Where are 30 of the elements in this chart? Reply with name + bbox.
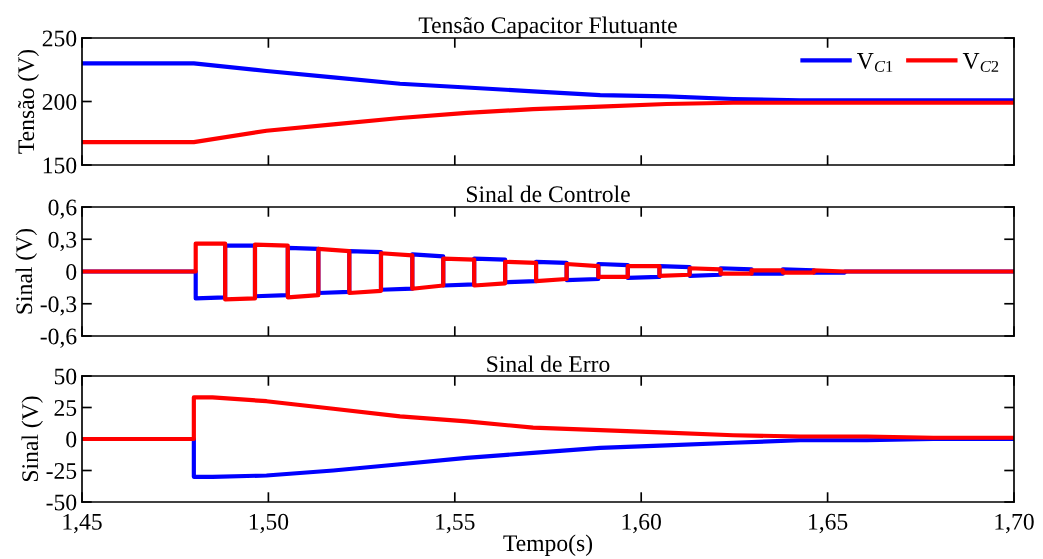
x-axis-title: Tempo(s) xyxy=(503,534,593,556)
y-tick-label: 150 xyxy=(43,157,77,174)
x-tick-label: 1,55 xyxy=(436,513,475,534)
y-tick-label: 200 xyxy=(42,93,77,110)
chart-title: Sinal de Erro xyxy=(487,355,610,373)
line-series xyxy=(82,100,1014,145)
y-axis-title: Tensão (V) xyxy=(17,49,39,154)
x-tick-label: 1,60 xyxy=(622,513,661,534)
y-tick-label: 0,6 xyxy=(48,199,77,219)
legend-label: V$_{C2}$ xyxy=(962,53,999,72)
y-tick-label: 0,3 xyxy=(48,231,77,252)
y-tick-label: -25 xyxy=(46,463,77,479)
x-tick-label: 1,45 xyxy=(63,513,102,534)
y-tick-label: 50 xyxy=(54,368,77,385)
y-tick-label: -0,3 xyxy=(40,296,77,316)
x-tick-label: 1,50 xyxy=(249,513,289,534)
y-tick-label: -0,6 xyxy=(40,328,77,348)
y-axis-title: Sinal (V) xyxy=(21,396,43,482)
y-tick-label: 0 xyxy=(66,263,77,280)
line-series xyxy=(82,395,1014,442)
legend-label: V$_{C1}$ xyxy=(857,53,893,72)
y-tick-label: 250 xyxy=(42,30,77,47)
x-tick-label: 1,70 xyxy=(995,513,1034,534)
chart-title: Tensão Capacitor Flutuante xyxy=(418,16,677,38)
x-tick-label: 1,65 xyxy=(809,513,848,534)
y-tick-label: 0 xyxy=(66,431,77,448)
y-axis-title: Sinal (V) xyxy=(15,228,37,314)
chart-title: Sinal de Controle xyxy=(466,185,630,203)
y-tick-label: 25 xyxy=(54,400,77,416)
y-tick-label: -50 xyxy=(46,494,77,511)
